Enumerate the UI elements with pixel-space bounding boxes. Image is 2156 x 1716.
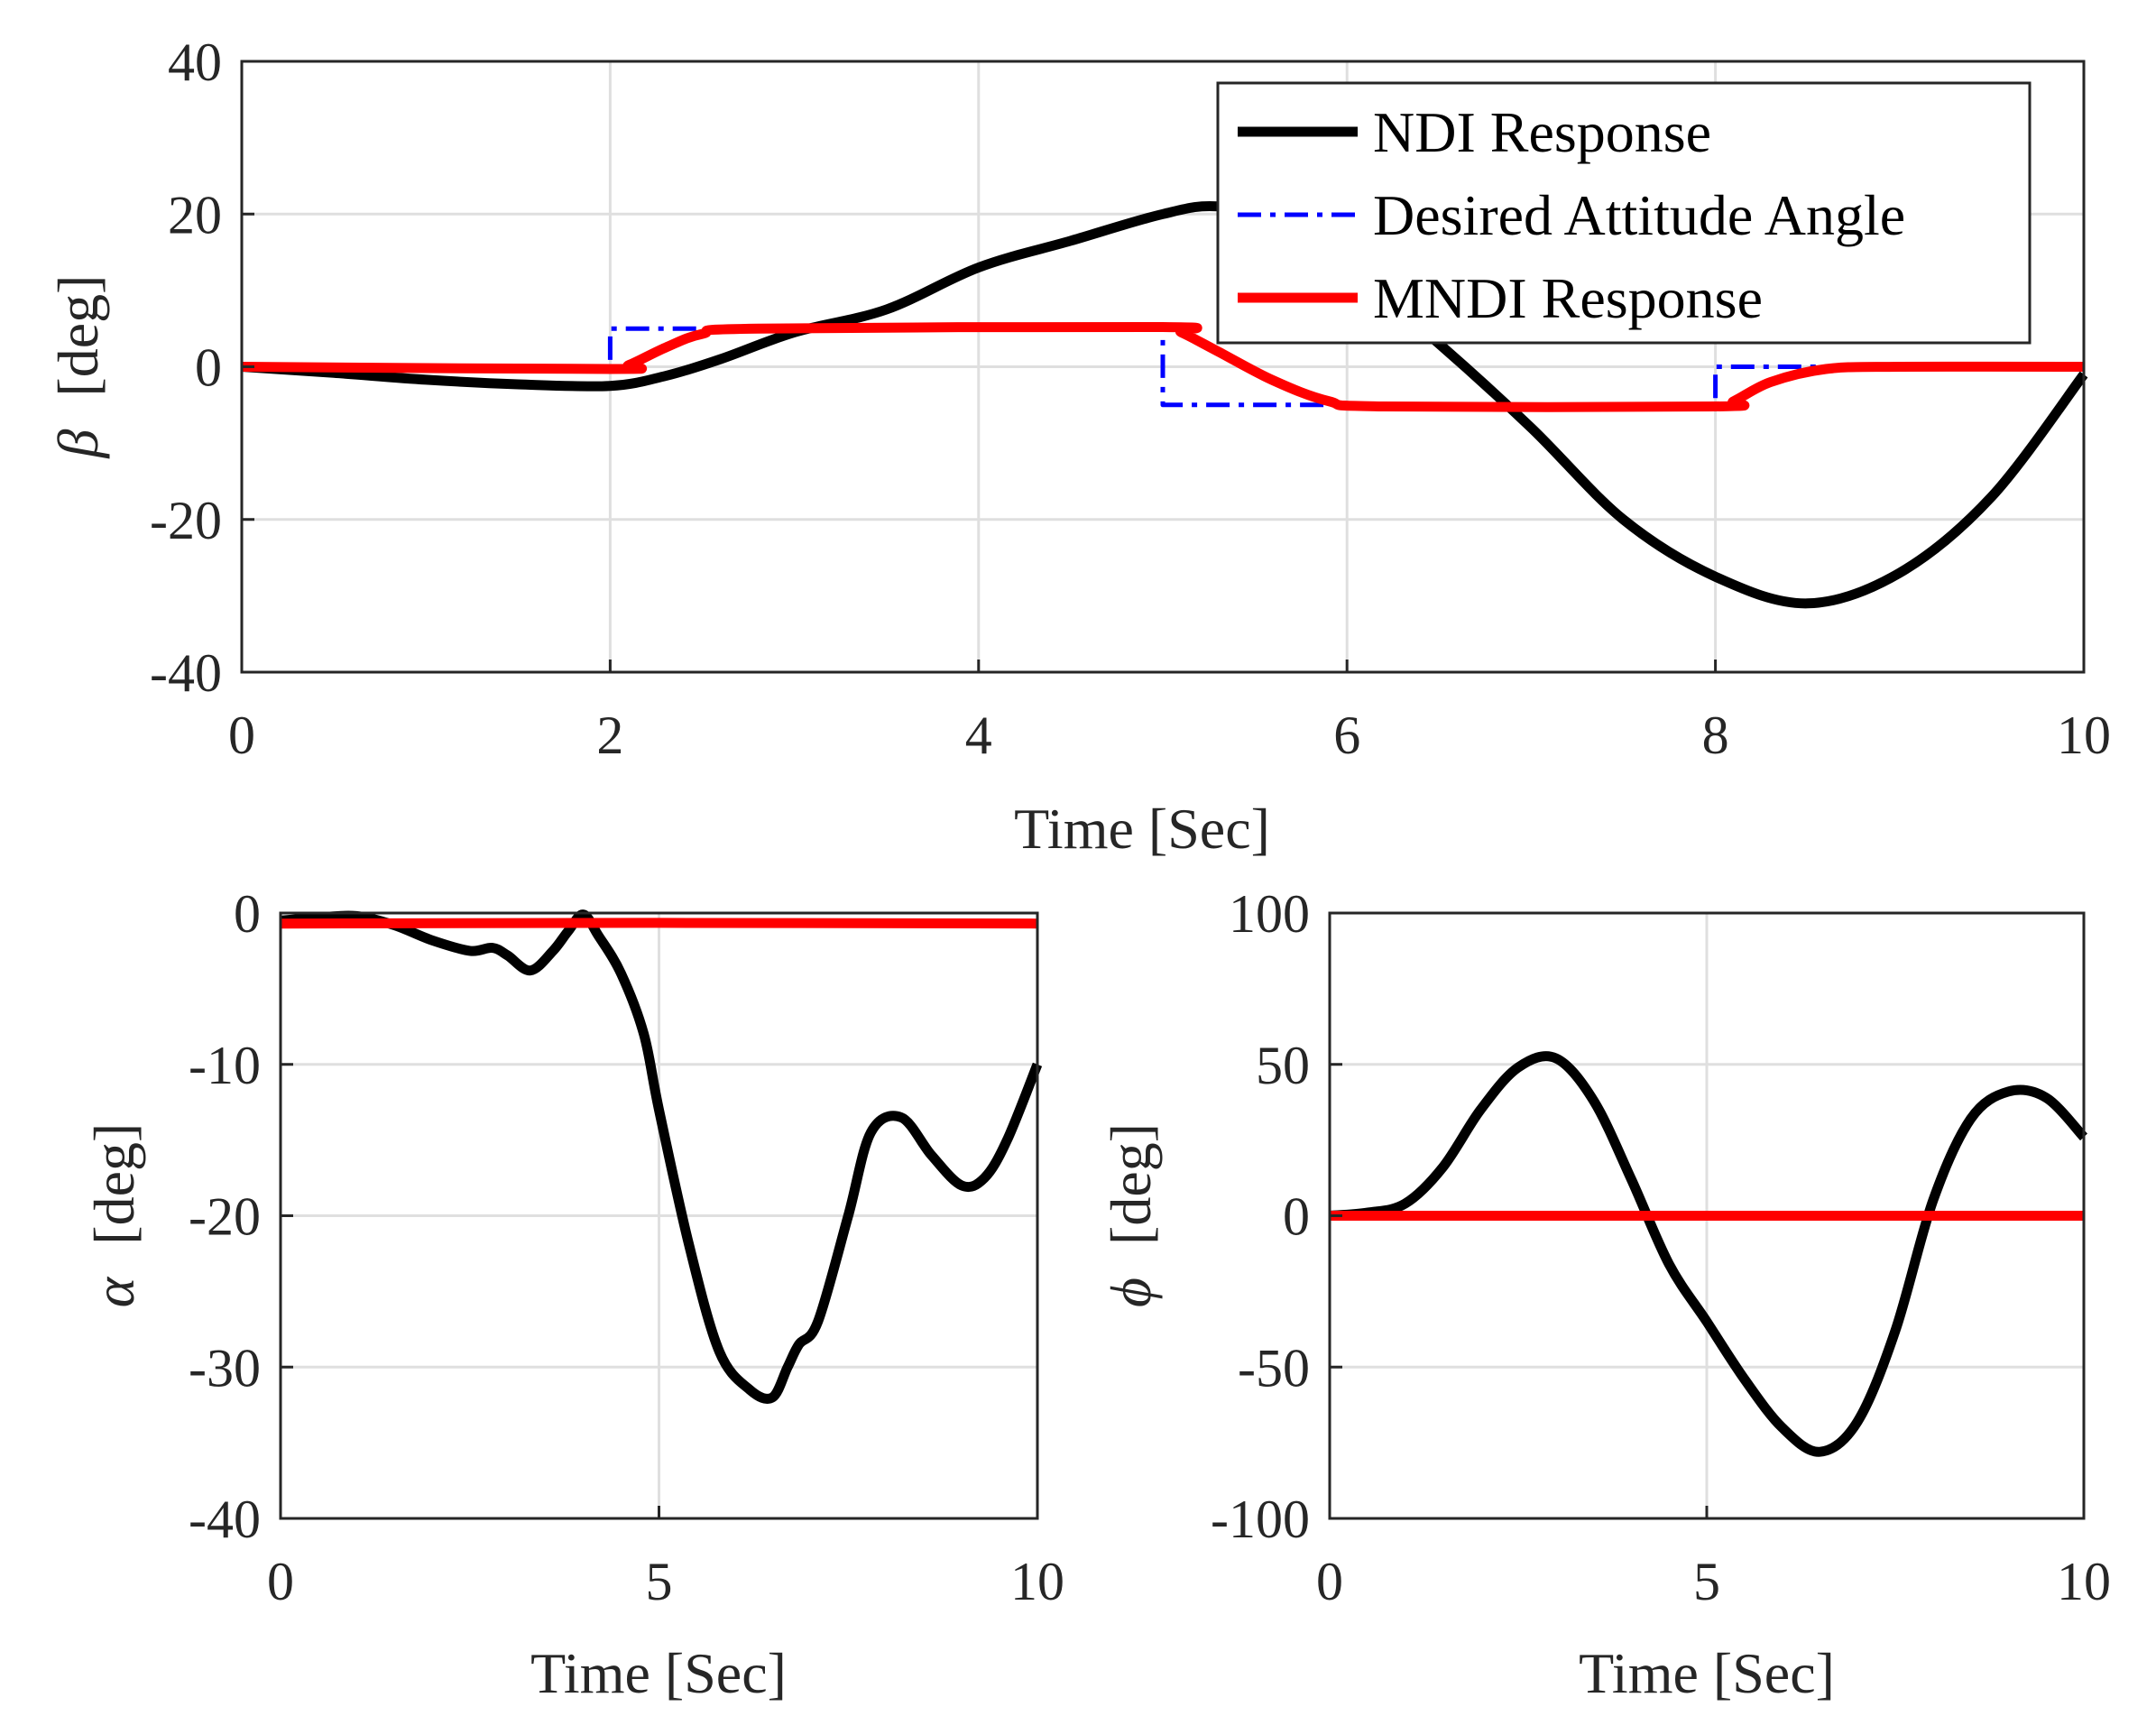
phi-ytick-label: -100: [1211, 1490, 1310, 1549]
beta-xtick-label: 0: [228, 706, 255, 765]
beta-legend: NDI Response Desired Attitude Angle MNDI…: [1216, 81, 2032, 345]
beta-ytick-label: 20: [168, 185, 222, 244]
beta-series: [241, 201, 2088, 609]
alpha-xtick-label: 10: [1010, 1552, 1064, 1611]
phi-xtick-label: 0: [1316, 1552, 1343, 1611]
phi-ylabel: ϕ [deg]: [1099, 1123, 1163, 1307]
beta-series-mndi: [241, 321, 2085, 412]
beta-ytick-label: -20: [150, 491, 222, 550]
alpha-ylabel: α [deg]: [82, 1123, 146, 1308]
phi-xtick-label: 5: [1693, 1552, 1720, 1611]
alpha-ytick-label: 0: [234, 884, 261, 944]
alpha-ytick-label: -40: [189, 1490, 261, 1549]
alpha-series-ndi: [280, 909, 1043, 1404]
beta-ytick-label: -40: [150, 643, 222, 703]
beta-subplot: 0 2 4 6 8 10 -40 -20 0 20 40 Time [Sec] β [deg] ND…: [46, 32, 2111, 861]
phi-ytick-label: -50: [1238, 1338, 1310, 1398]
beta-xtick-label: 8: [1702, 706, 1729, 765]
beta-ylabel: β [deg]: [46, 275, 110, 460]
legend-entry-desired: Desired Attitude Angle: [1373, 183, 1905, 247]
alpha-ytick-label: -10: [189, 1036, 261, 1095]
phi-xlabel: Time [Sec]: [1579, 1641, 1835, 1705]
beta-ylabel-symbol: β: [46, 429, 110, 459]
phi-ytick-label: 100: [1229, 884, 1310, 944]
legend-entry-mndi: MNDI Response: [1373, 266, 1763, 330]
beta-ylabel-unit: [deg]: [46, 275, 110, 397]
phi-ticks: 0 5 10 -100 -50 0 50 100: [1211, 884, 2111, 1611]
alpha-ytick-label: -30: [189, 1338, 261, 1398]
phi-ylabel-symbol: ϕ: [1099, 1278, 1163, 1307]
beta-series-desired: [242, 326, 2084, 408]
alpha-series-mndi: [280, 918, 1038, 929]
beta-ytick-label: 40: [168, 32, 222, 92]
phi-ytick-label: 0: [1283, 1187, 1310, 1247]
alpha-xlabel: Time [Sec]: [530, 1641, 787, 1705]
phi-subplot: 0 5 10 -100 -50 0 50 100 Time [Sec] ϕ [deg]: [1099, 884, 2111, 1705]
alpha-xtick-label: 5: [646, 1552, 673, 1611]
beta-xtick-label: 10: [2057, 706, 2111, 765]
svg-text:β [deg]: β [deg]: [46, 275, 110, 460]
svg-text:ϕ [deg]: ϕ [deg]: [1099, 1123, 1163, 1307]
beta-xlabel: Time [Sec]: [1014, 797, 1270, 861]
phi-ytick-label: 50: [1256, 1036, 1310, 1095]
alpha-subplot: 0 5 10 -40 -30 -20 -10 0 Time [Sec] α [deg]: [82, 884, 1064, 1705]
alpha-ytick-label: -20: [189, 1187, 261, 1247]
alpha-xtick-label: 0: [267, 1552, 294, 1611]
beta-ticks: 0 2 4 6 8 10 -40 -20 0 20 40: [150, 32, 2111, 765]
beta-xtick-label: 6: [1333, 706, 1360, 765]
beta-xtick-label: 4: [965, 706, 992, 765]
beta-xtick-label: 2: [596, 706, 623, 765]
alpha-ylabel-symbol: α: [82, 1276, 146, 1307]
phi-series-ndi: [1329, 1051, 2088, 1457]
beta-series-ndi: [241, 201, 2088, 609]
legend-entry-ndi: NDI Response: [1373, 100, 1711, 164]
alpha-ylabel-unit: [deg]: [82, 1123, 146, 1245]
phi-ylabel-unit: [deg]: [1099, 1123, 1163, 1245]
svg-text:α [deg]: α [deg]: [82, 1123, 146, 1308]
alpha-series: [280, 909, 1043, 1404]
phi-xtick-label: 10: [2057, 1552, 2111, 1611]
beta-ytick-label: 0: [195, 338, 222, 398]
phi-series: [1329, 1051, 2088, 1457]
alpha-ticks: 0 5 10 -40 -30 -20 -10 0: [189, 884, 1064, 1611]
